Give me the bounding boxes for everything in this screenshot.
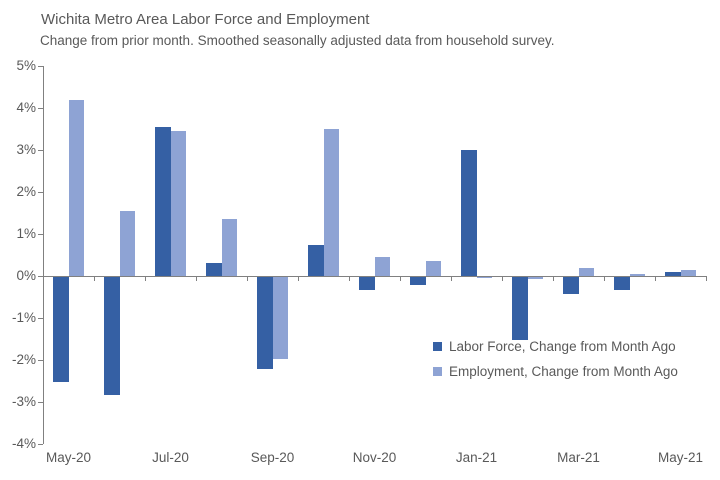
- bar-employment: [68, 99, 84, 276]
- x-axis-tick: [400, 276, 401, 281]
- bar-labor-force: [257, 277, 273, 370]
- bar-labor-force: [512, 277, 528, 340]
- x-axis-tick: [706, 276, 707, 281]
- y-axis-label: 1%: [16, 226, 36, 241]
- bar-employment: [221, 219, 237, 276]
- bar-employment: [272, 277, 288, 359]
- y-axis-tick: [38, 66, 43, 67]
- bar-employment: [374, 257, 390, 276]
- bar-labor-force: [665, 271, 681, 276]
- x-axis-tick: [655, 276, 656, 281]
- bar-employment: [578, 267, 594, 276]
- x-axis-tick: [43, 276, 44, 281]
- bar-labor-force: [155, 126, 171, 276]
- bar-labor-force: [206, 263, 222, 276]
- x-axis-tick: [145, 276, 146, 281]
- bar-labor-force: [359, 277, 375, 290]
- y-axis-label: 4%: [16, 100, 36, 115]
- bar-labor-force: [614, 277, 630, 290]
- x-axis-tick: [349, 276, 350, 281]
- plot-area: [38, 66, 707, 445]
- y-axis-tick: [38, 150, 43, 151]
- y-axis-label: 3%: [16, 142, 36, 157]
- y-axis-tick: [38, 276, 43, 277]
- bar-employment: [425, 261, 441, 276]
- x-axis-label: May-20: [45, 450, 91, 465]
- bar-labor-force: [308, 244, 324, 276]
- bar-employment: [323, 129, 339, 276]
- y-axis-tick: [38, 402, 43, 403]
- bar-employment: [629, 273, 645, 276]
- chart-title: Wichita Metro Area Labor Force and Emplo…: [41, 11, 370, 28]
- x-axis-tick: [451, 276, 452, 281]
- y-axis-label: 0%: [16, 268, 36, 283]
- x-axis-tick: [196, 276, 197, 281]
- y-axis-label: -2%: [11, 352, 36, 367]
- legend-label-labor-force: Labor Force, Change from Month Ago: [449, 338, 676, 354]
- y-axis-label: 5%: [16, 58, 36, 73]
- bar-labor-force: [53, 277, 69, 382]
- bar-employment: [119, 210, 135, 276]
- labor-force-swatch-icon: [433, 341, 442, 351]
- bar-labor-force: [461, 150, 477, 276]
- legend-item-employment: Employment, Change from Month Ago: [433, 363, 678, 379]
- y-axis-tick: [38, 444, 43, 445]
- bar-employment: [476, 277, 492, 279]
- bar-labor-force: [563, 277, 579, 294]
- x-axis-label: May-21: [657, 450, 703, 465]
- x-axis-zero-line: [43, 276, 706, 277]
- x-axis-label: Jan-21: [455, 450, 498, 465]
- chart-subtitle: Change from prior month. Smoothed season…: [40, 33, 555, 48]
- x-axis-tick: [553, 276, 554, 281]
- bar-labor-force: [104, 277, 120, 395]
- legend-label-employment: Employment, Change from Month Ago: [449, 363, 678, 379]
- legend-item-labor-force: Labor Force, Change from Month Ago: [433, 338, 678, 354]
- x-axis-label: Jul-20: [152, 450, 189, 465]
- bar-employment: [170, 131, 186, 276]
- x-axis-label: Nov-20: [352, 450, 397, 465]
- x-axis-tick: [94, 276, 95, 281]
- x-axis-label: Sep-20: [250, 450, 295, 465]
- y-axis-label: -1%: [11, 310, 36, 325]
- bar-labor-force: [410, 277, 426, 286]
- y-axis-tick: [38, 234, 43, 235]
- x-axis-label: Mar-21: [557, 450, 600, 465]
- bar-employment: [527, 277, 543, 280]
- employment-swatch-icon: [433, 366, 442, 376]
- y-axis-tick: [38, 108, 43, 109]
- y-axis-tick: [38, 318, 43, 319]
- y-axis-tick: [38, 360, 43, 361]
- y-axis-label: -4%: [11, 436, 36, 451]
- y-axis-label: -3%: [11, 394, 36, 409]
- x-axis-tick: [298, 276, 299, 281]
- bar-employment: [680, 269, 696, 276]
- x-axis-tick: [247, 276, 248, 281]
- y-axis-tick: [38, 192, 43, 193]
- legend: Labor Force, Change from Month Ago Emplo…: [433, 339, 678, 389]
- y-axis-label: 2%: [16, 184, 36, 199]
- x-axis-tick: [604, 276, 605, 281]
- y-axis-line: [43, 66, 44, 444]
- x-axis-tick: [502, 276, 503, 281]
